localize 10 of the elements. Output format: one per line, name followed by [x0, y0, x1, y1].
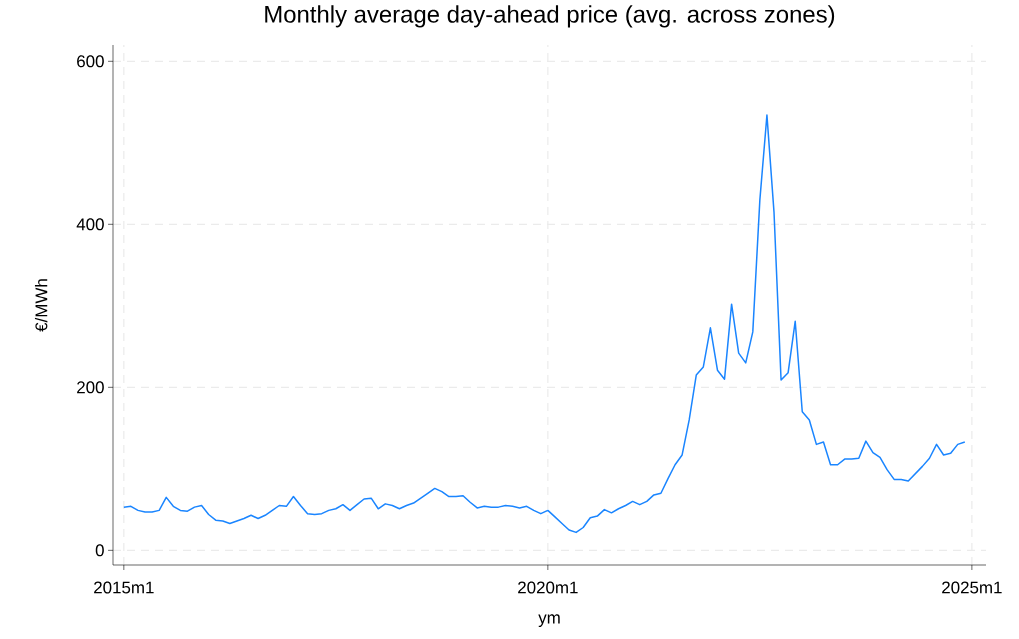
y-tick-label: 0 — [95, 544, 104, 557]
y-tick-label: 200 — [77, 381, 104, 394]
y-tick-label: 400 — [76, 218, 104, 231]
x-tick-label: 2020m1 — [518, 581, 578, 594]
y-tick-label: 600 — [77, 55, 104, 68]
chart-title: Monthly average day-ahead price (avg. across zones) — [265, 5, 835, 28]
x-axis-title: ym — [538, 614, 560, 627]
y-axis-title: €/MWh — [34, 279, 48, 332]
x-tick-label: 2015m1 — [94, 581, 154, 594]
x-tick-label: 2025m1 — [942, 581, 1002, 594]
